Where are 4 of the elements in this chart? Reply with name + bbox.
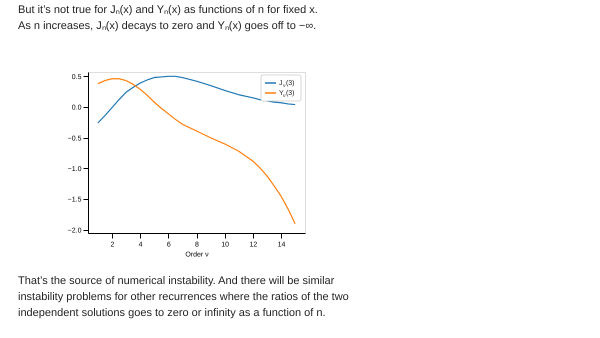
chart-title: But it’s not true for Jₙ(x) and Yₙ(x) as functions of n for fixed x. As n increases, Jₙ(x) decays to zero and Yₙ(x) goes off to −∞.: [18, 4, 318, 32]
line-series: [97, 78, 296, 224]
line-series: [97, 76, 296, 124]
text: That’s the source of numerical instability. And there will be similar instability problems for other recurrences where the ratios of the two independent solutions goes to zero or infinity as a function of n.: [18, 275, 349, 319]
